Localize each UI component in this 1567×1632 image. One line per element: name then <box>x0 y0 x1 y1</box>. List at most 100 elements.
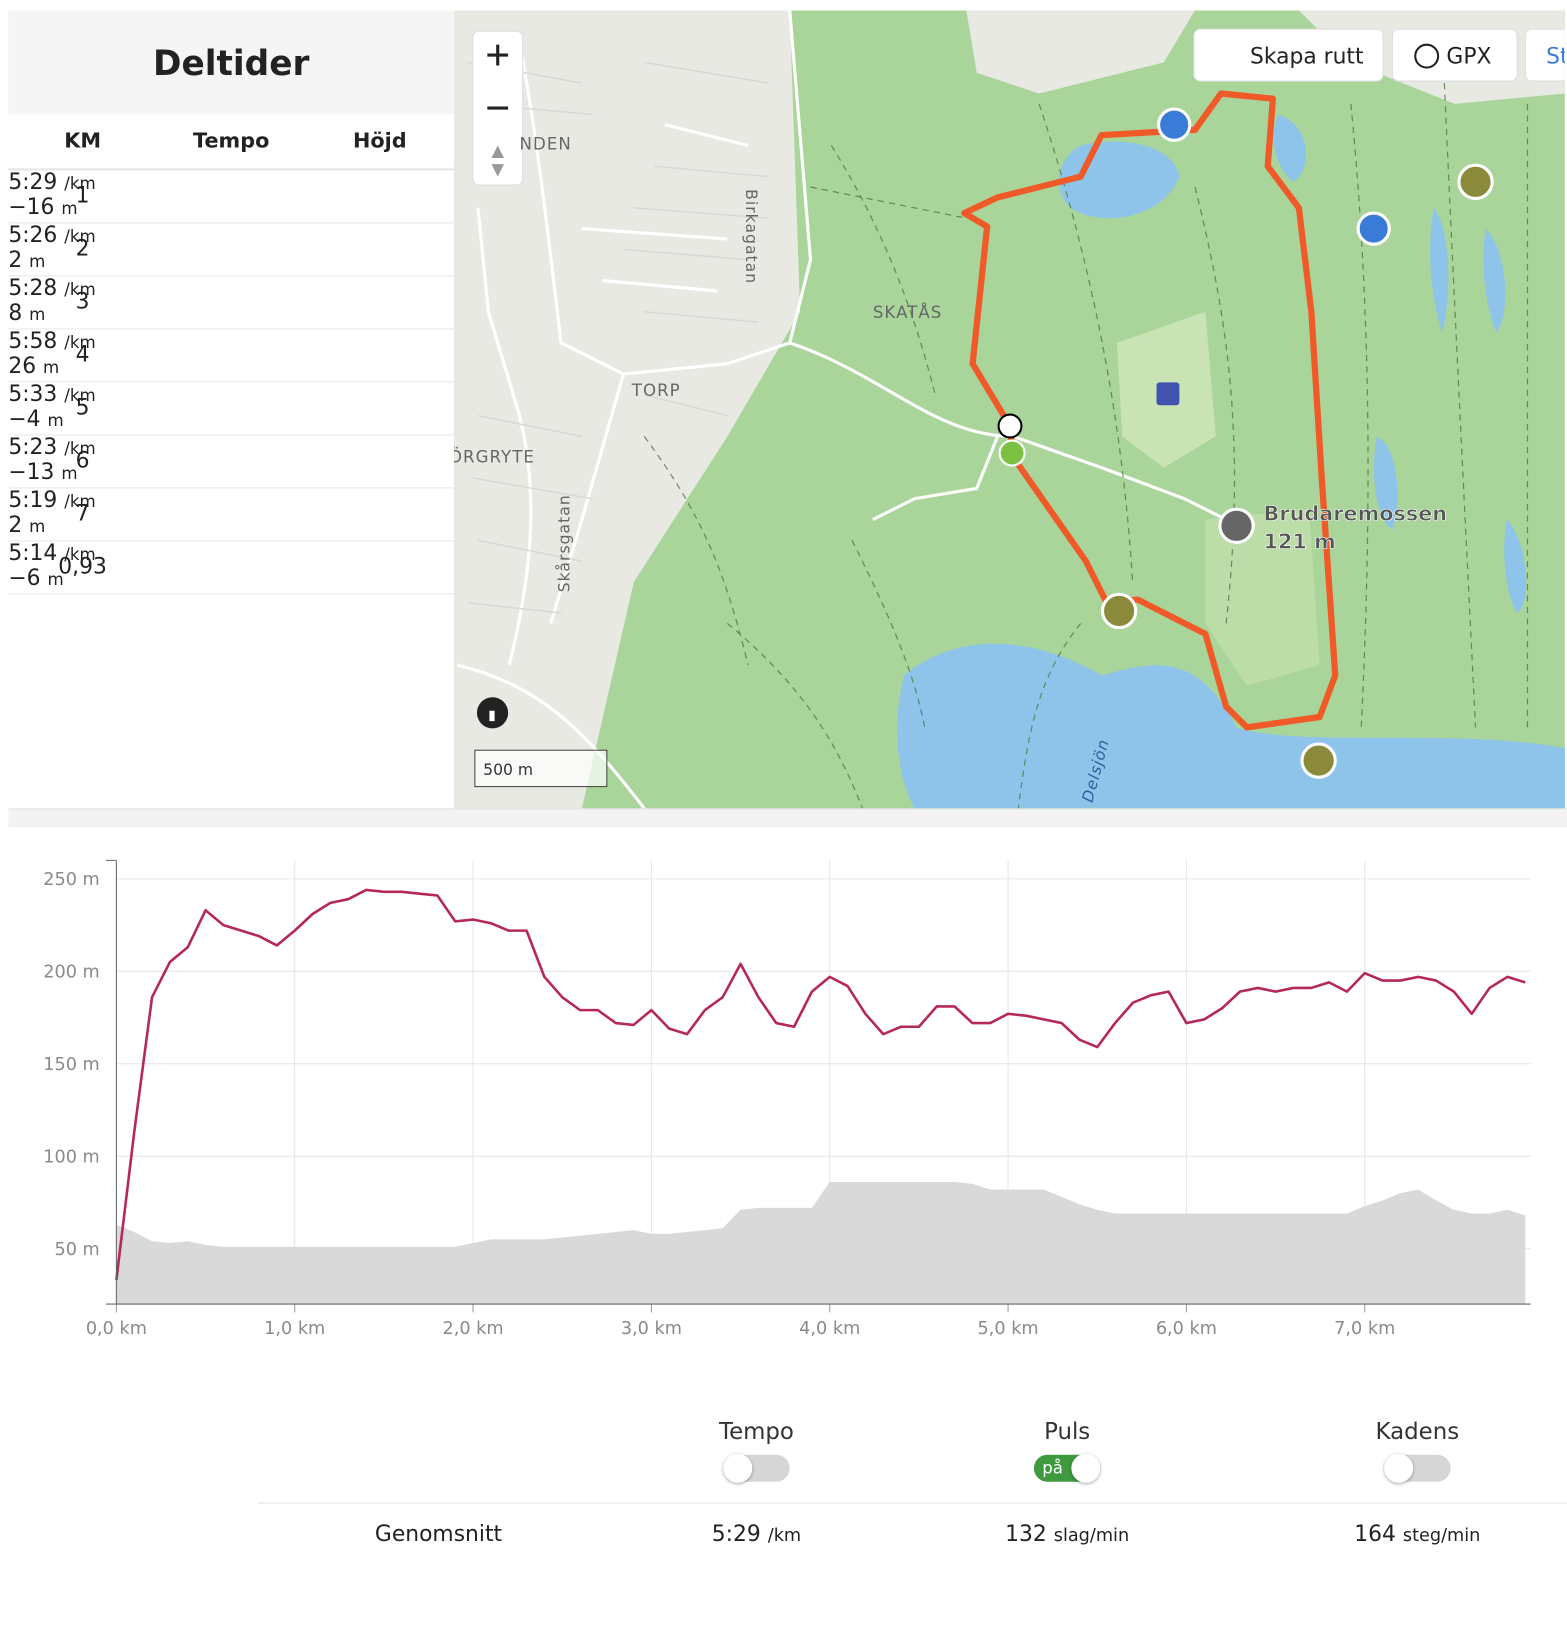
average-unit: /km <box>767 1525 802 1547</box>
resize-handle[interactable] <box>8 808 1567 828</box>
split-row: 1 5:29 /km −16 m <box>8 169 454 222</box>
picnic-poi[interactable] <box>1300 742 1337 779</box>
picnic-poi[interactable] <box>1100 592 1138 630</box>
split-row: 7 5:19 /km 2 m <box>8 487 454 540</box>
toggle-switch[interactable]: på <box>1033 1453 1101 1483</box>
x-tick-label: 3,0 km <box>621 1319 682 1339</box>
lift-poi <box>1156 382 1180 406</box>
peak-elevation: 121 m <box>1264 530 1336 554</box>
scale-label: 500 m <box>483 761 533 779</box>
split-tempo: 5:23 /km <box>8 434 454 459</box>
split-km: 4 <box>75 341 90 367</box>
x-tick-label: 4,0 km <box>799 1319 860 1339</box>
split-tempo: 5:19 /km <box>8 487 454 512</box>
button-label[interactable]: Skapa rutt <box>1250 44 1364 69</box>
tempo-unit: /km <box>64 491 96 512</box>
column-header: Höjd <box>352 127 407 153</box>
average-unit: slag/min <box>1053 1525 1130 1547</box>
zoom-in[interactable] <box>487 44 509 66</box>
toggle-knob <box>1071 1453 1101 1483</box>
average-number: 164 <box>1354 1521 1396 1547</box>
toggle-switch[interactable] <box>723 1453 790 1483</box>
split-height: 8 m <box>8 300 454 325</box>
photo-poi[interactable] <box>1157 107 1192 142</box>
row-separator <box>8 275 455 277</box>
x-tick-label: 6,0 km <box>1156 1319 1217 1339</box>
elevation-area <box>116 1182 1526 1305</box>
split-row: 3 5:28 /km 8 m <box>8 275 454 328</box>
split-km: 2 <box>75 235 90 261</box>
picnic-poi[interactable] <box>1457 163 1494 201</box>
average-number: 5:29 <box>711 1521 761 1547</box>
average-label: Genomsnitt <box>374 1521 503 1547</box>
y-tick-label: 150 m <box>43 1055 100 1075</box>
lake <box>897 643 1565 809</box>
tempo-unit: /km <box>64 279 96 300</box>
x-tick-label: 1,0 km <box>264 1319 325 1339</box>
download-icon <box>1414 43 1440 69</box>
tempo-value: 5:19 <box>8 487 58 513</box>
x-tick-label: 2,0 km <box>442 1319 503 1339</box>
split-height: 2 m <box>8 512 454 537</box>
split-km: 3 <box>75 288 90 314</box>
height-unit: m <box>43 357 60 378</box>
pulse-line <box>115 888 1526 1281</box>
create-route-button[interactable] <box>1193 28 1384 82</box>
tempo-value: 5:58 <box>8 328 58 354</box>
more-button[interactable] <box>1524 28 1565 82</box>
split-height: 2 m <box>8 247 454 272</box>
x-tick-label: 7,0 km <box>1334 1319 1395 1339</box>
tempo-value: 5:26 <box>8 222 58 248</box>
place-label: ÖRGRYTE <box>454 447 535 466</box>
roads <box>456 10 1227 809</box>
place-label: SKATÅS <box>873 303 943 322</box>
tempo-unit: /km <box>64 544 96 565</box>
place-label: TORP <box>631 381 681 400</box>
elevation-chart: 50 m 100 m 150 m 200 m 250 m 0,0 km 1,0 km 2,0 … <box>43 859 1531 1339</box>
split-height: −4 m <box>8 406 454 431</box>
start-marker <box>998 439 1026 467</box>
split-row: 0,93 5:14 /km −6 m <box>8 540 454 593</box>
height-value: 26 <box>8 353 37 379</box>
row-separator <box>8 222 455 224</box>
split-km: 6 <box>75 447 90 473</box>
height-unit: m <box>29 304 46 325</box>
viewpoint-poi[interactable] <box>1356 211 1391 246</box>
average-value: 164 steg/min <box>1282 1521 1552 1546</box>
tempo-unit: /km <box>64 385 96 406</box>
average-number: 132 <box>1005 1521 1047 1547</box>
peak-poi[interactable] <box>1218 507 1255 544</box>
split-row: 6 5:23 /km −13 m <box>8 434 454 487</box>
tempo-unit: /km <box>64 438 96 459</box>
button-label[interactable]: St <box>1546 44 1565 69</box>
map[interactable]: 500 m Skapa rutt GPX St NDEN Birkagatan … <box>454 10 1565 809</box>
street-label: Birkagatan <box>742 189 760 284</box>
tempo-unit: /km <box>64 226 96 247</box>
split-tempo: 5:58 /km <box>8 328 454 353</box>
height-value: −13 <box>8 459 55 485</box>
split-tempo: 5:14 /km <box>8 540 454 565</box>
splits-panel: Deltider KM Tempo Höjd 1 5:29 /km −16 m 2 5:26 … <box>8 10 455 809</box>
split-height: −13 m <box>8 459 454 484</box>
split-tempo: 5:33 /km <box>8 381 454 406</box>
button-label[interactable]: GPX <box>1446 44 1491 69</box>
tempo-unit: /km <box>64 332 96 353</box>
height-unit: m <box>61 198 78 219</box>
toggle-switch[interactable] <box>1384 1453 1451 1483</box>
split-height: −16 m <box>8 194 454 219</box>
average-unit: steg/min <box>1402 1525 1481 1547</box>
tempo-unit: /km <box>64 173 96 194</box>
split-km: 0,93 <box>58 553 107 579</box>
table-header: KM Tempo Höjd <box>8 114 455 171</box>
row-separator <box>8 328 455 330</box>
y-tick-label: 200 m <box>43 963 100 983</box>
tempo-value: 5:33 <box>8 381 58 407</box>
split-row: 2 5:26 /km 2 m <box>8 222 454 275</box>
scale-bar <box>474 749 608 788</box>
average-value: 5:29 /km <box>621 1521 891 1546</box>
trails <box>643 83 1529 809</box>
compass[interactable] <box>491 145 504 177</box>
place-label: NDEN <box>520 135 572 154</box>
row-separator <box>8 434 455 436</box>
height-unit: m <box>61 463 78 484</box>
